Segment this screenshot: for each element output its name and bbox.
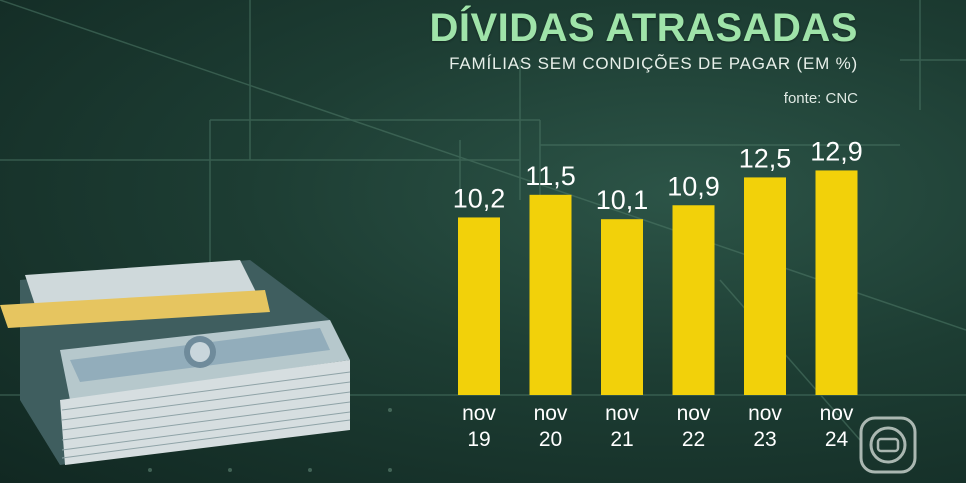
chart-title: DÍVIDAS ATRASADAS [429, 6, 858, 50]
category-label-month: nov [677, 402, 711, 425]
category-label-month: nov [462, 402, 496, 425]
broadcaster-logo-icon [859, 416, 917, 474]
category-label-year: 24 [825, 428, 849, 451]
category-label-month: nov [605, 402, 639, 425]
category-label-month: nov [534, 402, 568, 425]
category-label-year: 22 [682, 428, 705, 451]
value-label: 12,9 [810, 136, 863, 166]
chart-subtitle: FAMÍLIAS SEM CONDIÇÕES DE PAGAR (EM %) [449, 54, 858, 73]
bar-nov-20 [529, 194, 572, 395]
value-label: 10,2 [453, 183, 506, 213]
bar-nov-21 [601, 219, 643, 395]
category-label-year: 23 [753, 428, 776, 451]
bar-nov-19 [458, 217, 500, 395]
chart-source: fonte: CNC [783, 90, 858, 107]
category-label-year: 21 [610, 428, 633, 451]
value-label: 10,9 [667, 171, 720, 201]
value-label: 12,5 [739, 143, 792, 173]
category-label-year: 20 [539, 428, 562, 451]
bar-nov-24 [815, 170, 858, 395]
bar-nov-22 [672, 205, 715, 395]
category-label-month: nov [820, 402, 854, 425]
category-label-month: nov [748, 402, 782, 425]
bar-nov-23 [744, 177, 786, 395]
category-label-year: 19 [467, 428, 490, 451]
value-label: 11,5 [525, 161, 576, 191]
value-label: 10,1 [596, 185, 649, 215]
money-stack-icon [0, 260, 351, 465]
